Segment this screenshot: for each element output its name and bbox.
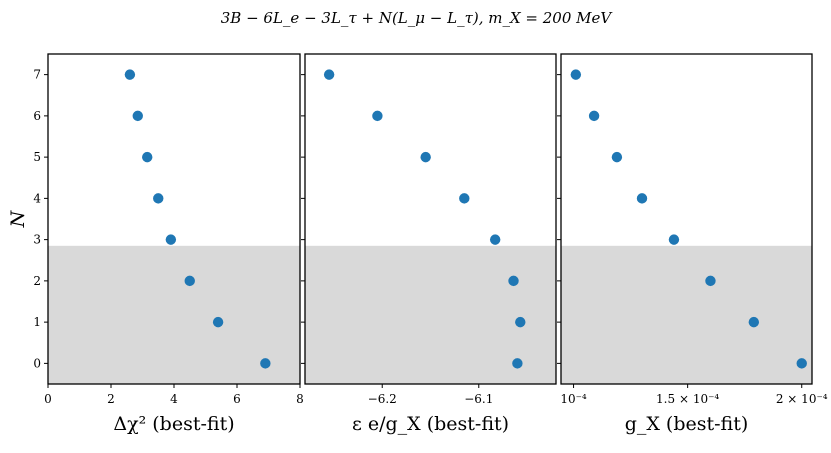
x-tick-label: 8 (296, 392, 304, 406)
data-point-N1 (748, 316, 760, 328)
panel-epsilon: −6.2 −6.1 ε e/g_X (best-fit) (301, 53, 557, 435)
data-point-N2 (508, 275, 519, 287)
x-tick-label: 1.5 × 10⁻⁴ (656, 392, 719, 406)
axes-frame (560, 53, 813, 385)
panel-g-x: 10⁻⁴ 1.5 × 10⁻⁴ 2 × 10⁻⁴ g_X (best-fit) (557, 53, 828, 435)
data-point-N7 (570, 69, 582, 80)
panels-layer: 0 1 2 3 4 5 6 7 0 2 4 6 8 Δχ² (best-fit) −6.2 −6.1 ε e/g… (33, 53, 828, 435)
y-tick-label: 7 (33, 68, 41, 82)
x-axis-label-epsilon: ε e/g_X (best-fit) (352, 413, 509, 435)
panel-delta-chi2: 0 1 2 3 4 5 6 7 0 2 4 6 8 Δχ² (best-fit) (33, 53, 304, 435)
x-tick-label: 10⁻⁴ (560, 392, 587, 406)
x-tick-label: 0 (44, 392, 52, 406)
x-axis-label-g-x: g_X (best-fit) (625, 413, 749, 435)
x-tick-label: 6 (233, 392, 241, 406)
chart-title: 3B − 6L_e − 3L_τ + N(L_μ − L_τ), m_X = 2… (221, 9, 614, 27)
data-point-N4 (153, 193, 164, 204)
y-tick-label: 3 (33, 233, 41, 247)
y-tick-label: 6 (33, 109, 41, 123)
data-point-N5 (611, 151, 623, 163)
excluded-region (561, 245, 812, 384)
x-tick-label: 2 × 10⁻⁴ (776, 392, 828, 406)
x-tick-label: −6.1 (464, 392, 493, 406)
data-point-N5 (142, 151, 153, 163)
data-point-N1 (515, 316, 526, 328)
data-point-N3 (165, 234, 177, 245)
data-point-N7 (124, 69, 136, 80)
data-point-N2 (184, 275, 195, 287)
data-point-N6 (588, 110, 600, 122)
x-tick-label: 2 (107, 392, 115, 406)
x-tick-label: −6.2 (368, 392, 397, 406)
data-point-N6 (132, 110, 143, 122)
data-point-N0 (796, 358, 807, 369)
data-point-N1 (212, 316, 224, 328)
data-point-N5 (420, 151, 431, 163)
x-tick-label: 4 (170, 392, 178, 406)
data-point-N4 (459, 193, 470, 204)
data-point-N2 (705, 275, 716, 287)
data-point-N0 (260, 358, 271, 369)
y-axis-label: N (7, 209, 29, 228)
y-tick-label: 5 (33, 150, 41, 164)
y-tick-label: 4 (33, 191, 41, 205)
data-point-N0 (512, 358, 523, 369)
data-point-N7 (323, 69, 335, 80)
data-point-N3 (668, 234, 680, 245)
axes-frame (304, 53, 557, 385)
data-point-N4 (636, 193, 648, 204)
y-tick-label: 2 (33, 274, 41, 288)
excluded-region (48, 245, 300, 384)
y-tick-label: 0 (33, 356, 41, 370)
y-tick-label: 1 (33, 315, 41, 329)
data-point-N3 (489, 234, 501, 245)
x-axis-label-delta-chi2: Δχ² (best-fit) (113, 413, 234, 435)
data-point-N6 (372, 110, 383, 122)
